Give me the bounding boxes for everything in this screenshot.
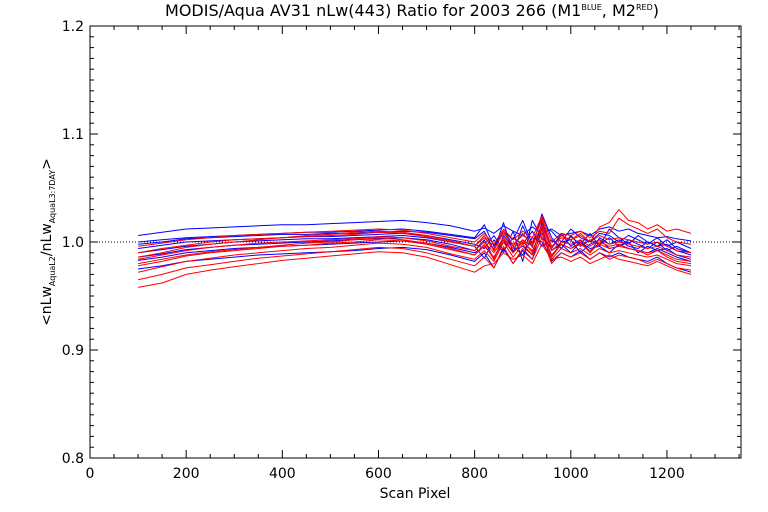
chart-title-end: ) (653, 1, 659, 20)
y-tick-label: 0.9 (62, 343, 84, 359)
y-tick-label: 1.1 (62, 127, 84, 143)
series-line-10 (137, 237, 692, 281)
y-axis-label-slash: /nLw (39, 223, 55, 256)
chart-title-sup-blue: BLUE (581, 3, 601, 12)
series-line-16 (138, 226, 692, 265)
x-tick-label: 0 (86, 466, 95, 482)
x-tick-label: 800 (461, 466, 488, 482)
x-tick-label: 400 (269, 466, 296, 482)
x-tick-label: 1200 (649, 466, 685, 482)
y-axis-label-sub2: AquaL3:7DAY (48, 170, 57, 224)
x-tick-label: 1000 (553, 466, 589, 482)
series-line-13 (138, 224, 692, 260)
y-tick-label: 1.2 (62, 19, 84, 35)
chart-title-mid: , M2 (602, 1, 636, 20)
x-axis-label: Scan Pixel (380, 486, 451, 502)
y-axis-label-sub1: AquaL2 (48, 256, 57, 286)
series-line-3 (138, 219, 692, 262)
y-tick-label: 0.8 (62, 451, 84, 467)
plot-area: 0 200 400 600 800 1000 1200 0.8 0.9 1.0 1.1 1.2 (62, 19, 742, 482)
series-line-15 (138, 215, 692, 247)
x-tick-label: 200 (173, 466, 200, 482)
y-axis-label: <nLwAquaL2/nLwAquaL3:7DAY> (39, 158, 57, 326)
chart-title-main: MODIS/Aqua AV31 nLw(443) Ratio for 2003 … (165, 1, 581, 20)
y-tick-label: 1.0 (62, 235, 84, 251)
series-line-11 (137, 232, 692, 273)
chart-title: MODIS/Aqua AV31 nLw(443) Ratio for 2003 … (165, 1, 659, 20)
y-axis-label-close: > (39, 158, 55, 170)
series-line-17 (138, 209, 692, 258)
y-axis-label-open: <nLw (39, 286, 55, 326)
x-tick-label: 600 (365, 466, 392, 482)
series-line-9 (138, 243, 692, 288)
chart-title-sup-red: RED (636, 3, 653, 12)
